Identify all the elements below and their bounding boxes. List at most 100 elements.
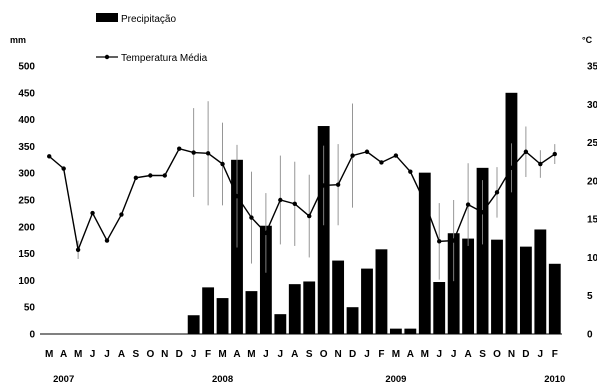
precipitation-bar — [303, 281, 316, 334]
month-label: O — [320, 349, 328, 360]
temperature-point — [350, 153, 355, 158]
month-label: M — [74, 349, 82, 360]
left-tick-label: 350 — [18, 142, 35, 153]
temperature-point — [422, 200, 427, 205]
year-label: 2009 — [385, 374, 406, 384]
temperature-point — [61, 166, 66, 171]
right-axis-unit: °C — [582, 35, 593, 45]
temperature-point — [451, 238, 456, 243]
month-label: A — [464, 349, 471, 360]
temperature-point — [538, 161, 543, 167]
legend: Precipitação Temperatura Média — [96, 13, 208, 64]
right-tick-label: 5 — [587, 291, 593, 302]
temperature-line — [47, 146, 557, 253]
left-tick-label: 150 — [18, 249, 35, 260]
right-tick-label: 15 — [587, 215, 597, 226]
month-label: M — [218, 349, 226, 360]
temperature-point — [307, 213, 312, 219]
month-label: M — [392, 349, 400, 360]
precipitation-bar — [505, 92, 518, 334]
right-tick-label: 30 — [587, 100, 597, 111]
left-tick-label: 400 — [18, 115, 35, 126]
legend-temperature-marker — [104, 54, 110, 60]
precipitation-bar — [332, 260, 345, 334]
temperature-point — [234, 193, 240, 199]
temperature-point — [552, 151, 557, 157]
month-label: J — [436, 349, 442, 360]
left-tick-label: 500 — [18, 62, 35, 73]
left-tick-label: 200 — [18, 222, 35, 233]
temperature-point — [205, 151, 211, 156]
temperature-point — [191, 150, 196, 155]
temperature-point — [162, 173, 167, 178]
temperature-point — [364, 149, 370, 154]
temperature-point — [480, 210, 485, 215]
temperature-point — [148, 173, 153, 178]
precipitation-bar — [245, 291, 258, 334]
temperature-point — [47, 154, 52, 159]
month-label: D — [176, 349, 183, 360]
temperature-point — [90, 210, 95, 216]
precipitation-bar — [361, 268, 373, 334]
temperature-series-line — [48, 147, 556, 253]
temperature-point — [263, 230, 269, 236]
month-label: A — [118, 349, 125, 360]
temperature-point — [465, 202, 471, 207]
month-label: J — [104, 349, 110, 360]
month-label: O — [493, 349, 501, 360]
temperature-point — [104, 238, 110, 243]
month-label: J — [451, 349, 457, 360]
month-label: F — [552, 349, 558, 360]
month-label: A — [233, 349, 240, 360]
precipitation-bar — [462, 238, 475, 334]
right-tick-label: 20 — [587, 176, 597, 187]
legend-temperature-label: Temperatura Média — [121, 53, 208, 64]
left-tick-label: 300 — [18, 169, 35, 180]
month-label: N — [161, 349, 168, 360]
precipitation-bar — [317, 126, 330, 334]
precipitation-bar — [548, 263, 561, 334]
temperature-point — [220, 161, 225, 167]
month-label: F — [378, 349, 384, 360]
right-axis-ticks: 0 5 10 15 20 25 30 35 — [587, 62, 597, 341]
precipitation-bar — [404, 328, 417, 334]
month-label: A — [407, 349, 414, 360]
right-tick-label: 0 — [587, 330, 593, 341]
temperature-point — [509, 165, 514, 171]
precipitation-bar — [274, 314, 287, 334]
precipitation-bar — [491, 239, 503, 334]
temperature-point — [278, 197, 283, 203]
month-label: O — [146, 349, 154, 360]
precipitation-bar — [259, 225, 272, 334]
month-label: J — [191, 349, 197, 360]
month-label: S — [306, 349, 313, 360]
left-tick-label: 0 — [29, 330, 35, 341]
right-tick-label: 10 — [587, 253, 597, 264]
temperature-point — [393, 153, 399, 158]
precipitation-bar — [519, 246, 532, 334]
temperature-point — [133, 175, 139, 180]
month-label: J — [90, 349, 96, 360]
right-tick-label: 25 — [587, 138, 597, 149]
month-label: J — [263, 349, 269, 360]
year-labels: 2007 2008 2009 2010 — [53, 374, 565, 384]
precipitation-bar — [187, 315, 200, 334]
month-label: M — [421, 349, 429, 360]
temperature-point — [523, 149, 529, 154]
temperature-point — [437, 239, 442, 244]
legend-precipitation-label: Precipitação — [121, 14, 176, 25]
left-axis-unit: mm — [10, 35, 26, 45]
month-label: J — [364, 349, 370, 360]
temperature-point — [321, 183, 326, 188]
precipitation-bar — [534, 229, 547, 334]
precipitation-bar — [288, 284, 301, 334]
year-label: 2007 — [53, 374, 74, 384]
year-label: 2010 — [544, 374, 565, 384]
precipitation-bar — [418, 172, 431, 334]
month-label: D — [522, 349, 529, 360]
left-tick-label: 250 — [18, 196, 35, 207]
month-label: N — [508, 349, 515, 360]
precipitation-bars — [187, 92, 561, 334]
